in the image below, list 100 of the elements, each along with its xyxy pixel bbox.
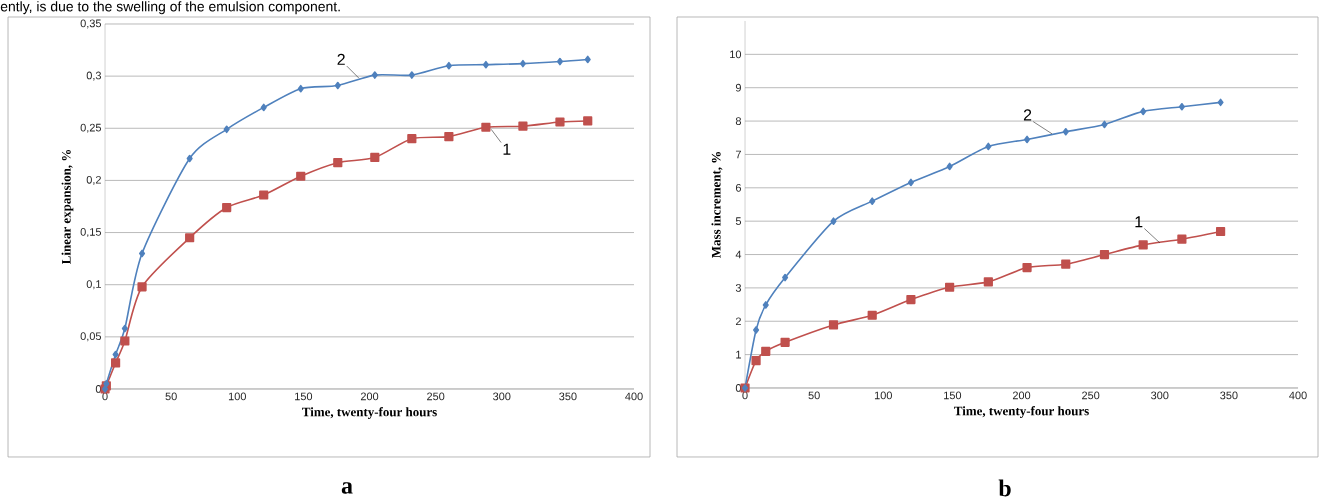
x-tick-label: 250: [427, 392, 445, 401]
point: [1140, 107, 1147, 116]
point: [907, 178, 914, 187]
point: [259, 190, 269, 200]
point: [583, 116, 593, 126]
point: [186, 154, 193, 163]
y-tick-label: 6: [735, 183, 742, 192]
x-tick-label: 50: [165, 392, 177, 401]
point: [1022, 262, 1032, 273]
x-tick-label: 0: [102, 392, 108, 401]
x-tick-label: 200: [1012, 391, 1031, 400]
point: [1138, 240, 1148, 250]
point: [983, 277, 993, 287]
point: [906, 294, 916, 305]
point: [1024, 135, 1031, 144]
point: [556, 57, 564, 66]
x-axis-title: Time, twenty-four hours: [954, 406, 1089, 419]
x-tick-label: 350: [1220, 391, 1238, 400]
point: [185, 233, 195, 243]
y-tick-label: 2: [735, 317, 741, 326]
y-tick-label: 0,35: [80, 19, 102, 29]
y-tick-label: 0,05: [80, 332, 102, 342]
point: [137, 282, 147, 292]
y-tick-label: 1: [736, 350, 741, 359]
y-axis-title: Mass increment, %: [711, 152, 723, 258]
point: [869, 197, 876, 205]
point: [584, 55, 591, 64]
annotation: 2: [337, 53, 345, 65]
text: a: [341, 482, 353, 494]
x-axis-title: Time, twenty-four hours: [302, 407, 437, 420]
x-tick-label: 400: [625, 392, 643, 401]
x-tick-label: 0: [742, 391, 748, 400]
point: [371, 71, 378, 79]
x-tick-label: 150: [944, 391, 962, 400]
x-tick-label: 300: [493, 392, 511, 401]
point: [867, 310, 877, 320]
text: ently, is due to the swelling of the emulsion component.: [0, 1, 340, 15]
point: [828, 320, 839, 330]
y-tick-label: 0,1: [86, 280, 101, 290]
point: [112, 350, 119, 359]
y-tick-label: 9: [735, 83, 741, 92]
y-tick-label: 0: [95, 385, 102, 393]
y-tick-label: 8: [735, 117, 742, 125]
x-tick-label: 200: [360, 392, 379, 401]
y-tick-label: 5: [735, 217, 742, 225]
point: [482, 60, 489, 69]
point: [1217, 98, 1224, 107]
x-tick-label: 100: [874, 391, 892, 400]
point: [1178, 102, 1185, 111]
point: [945, 282, 955, 292]
point: [762, 301, 769, 309]
point: [333, 158, 343, 168]
point: [445, 61, 452, 70]
point: [782, 273, 789, 282]
x-tick-label: 300: [1151, 391, 1169, 400]
point: [1101, 120, 1108, 129]
point: [222, 202, 232, 213]
annotation: 2: [1023, 109, 1032, 121]
point: [518, 121, 528, 131]
point: [761, 346, 771, 356]
point: [555, 117, 565, 127]
x-tick-label: 150: [295, 392, 313, 401]
annotation: 1: [1135, 216, 1143, 228]
y-tick-label: 7: [735, 150, 741, 159]
point: [946, 162, 953, 171]
y-tick-label: 0,15: [80, 228, 102, 238]
y-tick-label: 0,3: [86, 71, 102, 81]
point: [1099, 249, 1110, 260]
x-tick-label: 250: [1082, 391, 1100, 400]
point: [407, 134, 417, 144]
y-tick-label: 4: [735, 250, 742, 259]
point: [1061, 259, 1071, 269]
point: [408, 71, 415, 79]
x-tick-label: 350: [559, 392, 577, 401]
point: [370, 152, 380, 163]
point: [334, 81, 341, 90]
point: [120, 336, 130, 346]
y-axis-title: Linear expansion, %: [61, 149, 74, 265]
x-tick-label: 50: [808, 391, 820, 400]
point: [223, 125, 230, 134]
y-tick-label: 0: [735, 384, 742, 392]
point: [830, 217, 837, 225]
point: [111, 358, 121, 368]
point: [260, 103, 267, 112]
point: [121, 324, 128, 333]
point: [780, 337, 790, 347]
point: [296, 171, 306, 181]
annotation: 1: [503, 143, 511, 155]
point: [519, 59, 526, 68]
point: [1177, 234, 1187, 244]
point: [1062, 127, 1069, 136]
x-tick-label: 100: [228, 392, 246, 401]
text: b: [998, 479, 1011, 497]
point: [297, 84, 304, 93]
point: [444, 132, 454, 142]
point: [1216, 226, 1226, 237]
x-tick-label: 400: [1289, 391, 1307, 400]
y-tick-label: 0,25: [80, 123, 102, 133]
point: [985, 142, 992, 151]
point: [139, 249, 146, 258]
